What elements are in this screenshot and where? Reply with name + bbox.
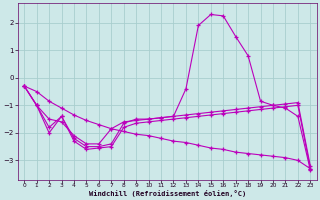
X-axis label: Windchill (Refroidissement éolien,°C): Windchill (Refroidissement éolien,°C) — [89, 190, 246, 197]
